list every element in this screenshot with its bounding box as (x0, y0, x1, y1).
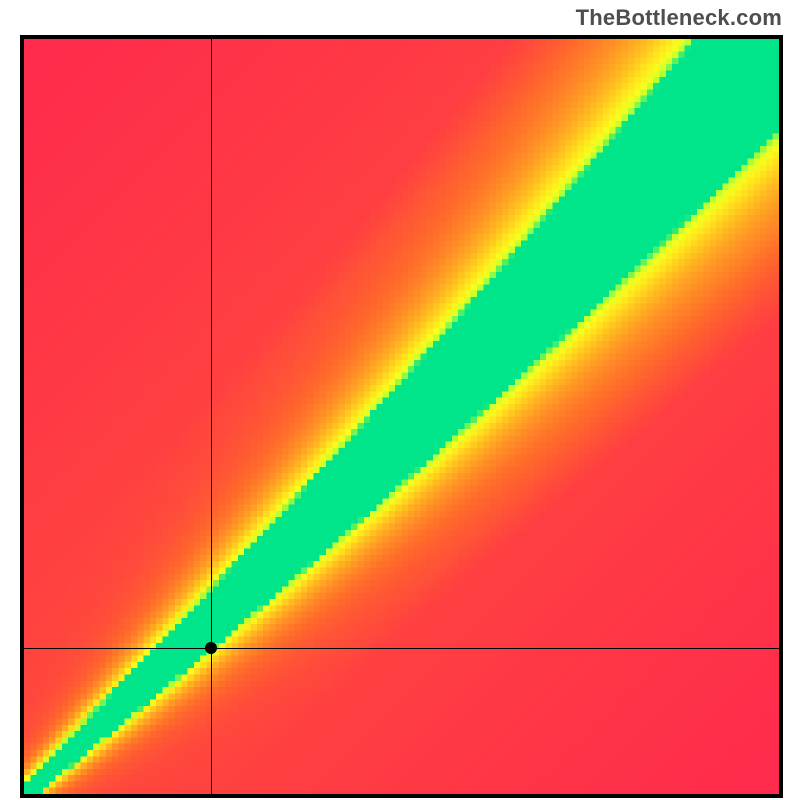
crosshair-vertical (211, 39, 212, 794)
bottleneck-point-marker (205, 642, 217, 654)
heatmap-chart (20, 35, 783, 798)
heatmap-canvas (24, 39, 779, 794)
watermark-text: TheBottleneck.com (576, 5, 782, 31)
heatmap-inner (24, 39, 779, 794)
crosshair-horizontal (24, 648, 779, 649)
